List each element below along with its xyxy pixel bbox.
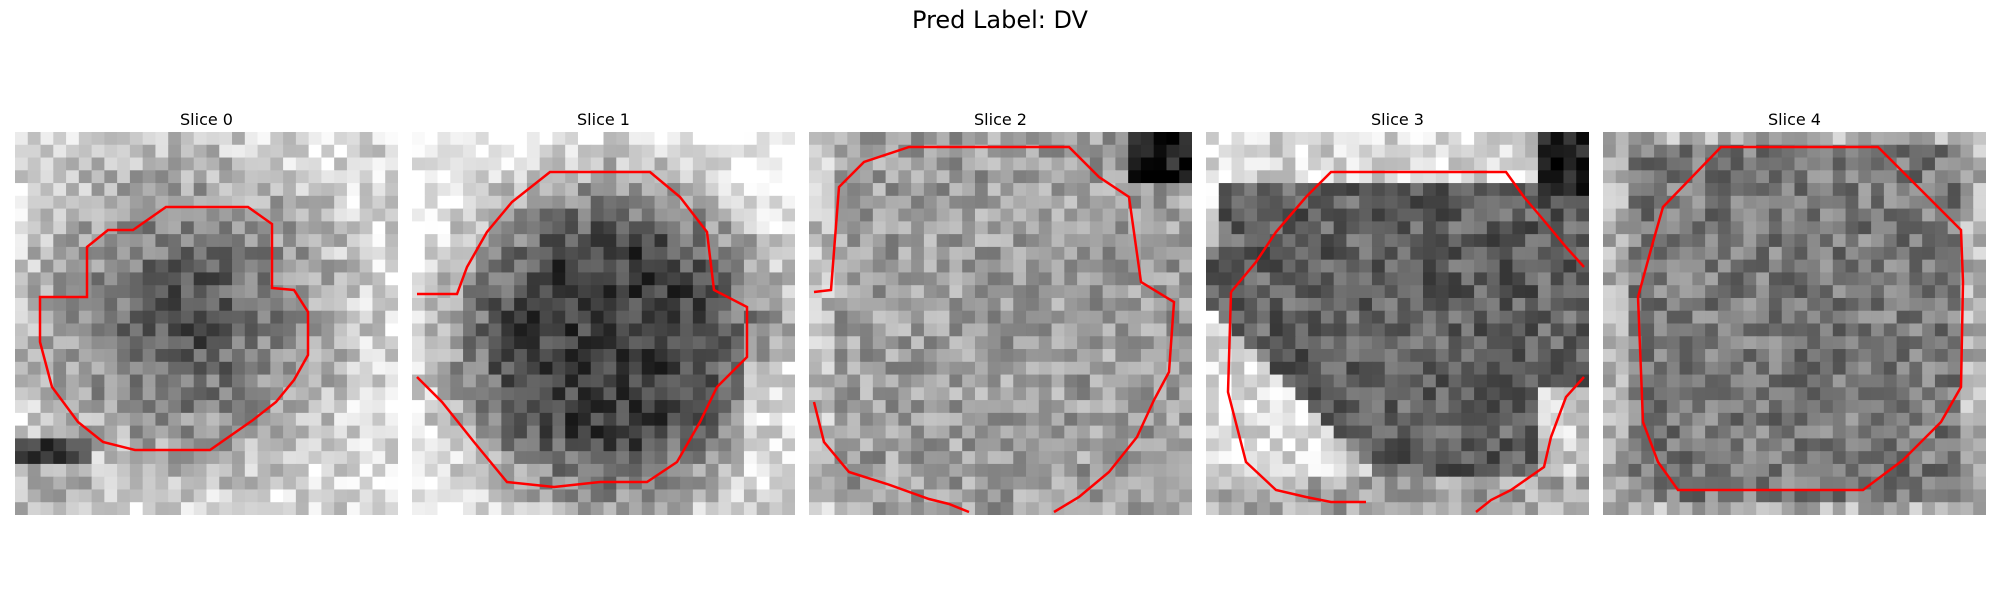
slice-panel-3: Slice 3 [1206,108,1589,515]
slice-title-1: Slice 1 [577,110,630,129]
segmentation-contour-1 [416,170,749,489]
slice-panel-0: Slice 0 [15,108,398,515]
segmentation-contour-0 [38,205,310,452]
pixel-grid-0 [15,132,398,515]
pixel-grid-2 [809,132,1192,515]
segmentation-contour-3-left [1226,291,1366,504]
segmentation-contour-4 [1636,145,1965,492]
slice-title-3: Slice 3 [1371,110,1424,129]
slice-image-2 [809,132,1192,515]
slice-image-0 [15,132,398,515]
segmentation-contour-2-lower [812,401,970,514]
slice-panel-4: Slice 4 [1603,108,1986,515]
pixel-grid-3 [1206,132,1589,515]
segmentation-contour-2-main [813,145,1176,514]
pixel-grid-4 [1603,132,1986,515]
slice-panel-2: Slice 2 [809,108,1192,515]
slice-title-4: Slice 4 [1768,110,1821,129]
slice-title-0: Slice 0 [180,110,233,129]
pixel-grid-1 [412,132,795,515]
slice-image-3 [1206,132,1589,515]
slice-panel-1: Slice 1 [412,108,795,515]
slice-image-1 [412,132,795,515]
slice-image-4 [1603,132,1986,515]
segmentation-contour-3-right [1475,376,1585,513]
slice-title-2: Slice 2 [974,110,1027,129]
figure-title: Pred Label: DV [912,6,1088,34]
segmentation-contour-3-main [1230,170,1585,293]
